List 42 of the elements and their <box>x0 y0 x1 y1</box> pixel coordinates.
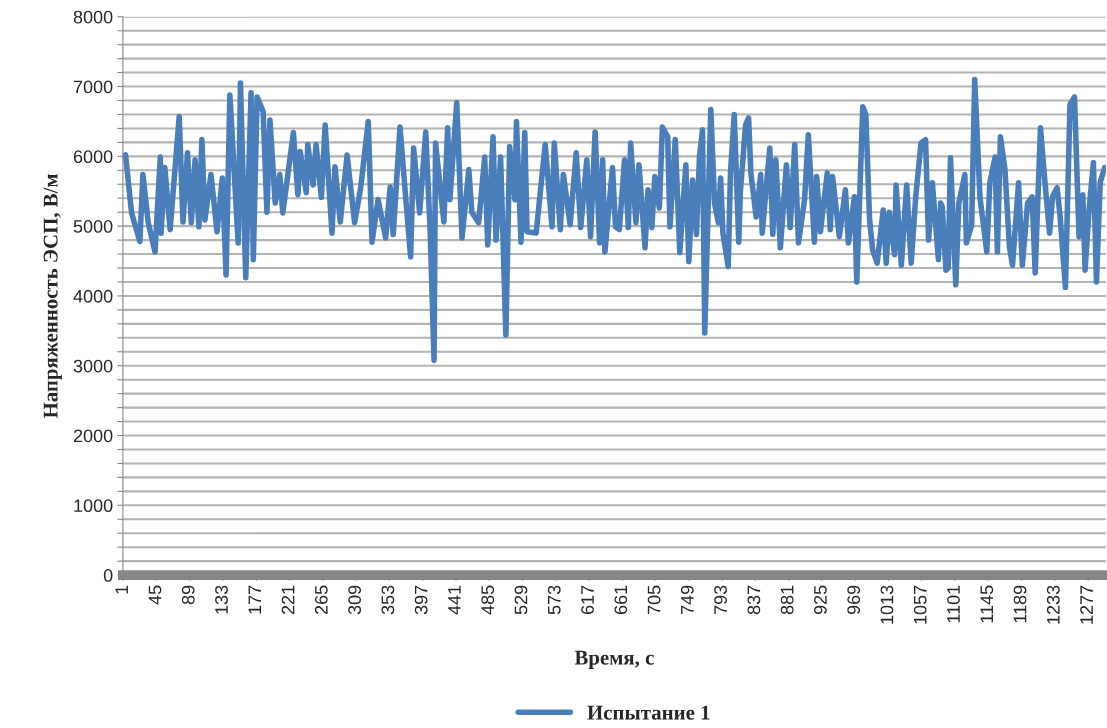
x-tick-label: 221 <box>281 585 295 615</box>
x-tick-label: 1145 <box>980 585 994 623</box>
y-tick-label: 5000 <box>73 220 113 233</box>
x-tick-label: 1189 <box>1013 585 1027 623</box>
x-tick-label: 1233 <box>1046 585 1060 624</box>
x-tick-label: 133 <box>215 585 228 614</box>
x-tick-label: 925 <box>814 585 827 615</box>
y-tick-label: 3000 <box>73 359 113 373</box>
x-tick-label: 485 <box>481 585 495 615</box>
y-tick-label: 8000 <box>73 10 113 24</box>
x-tick-label: 529 <box>514 585 528 615</box>
x-tick-label: 309 <box>348 585 361 615</box>
x-tick-label: 45 <box>148 585 162 605</box>
y-axis-title: Напряженность ЭСП, В/м <box>43 174 62 419</box>
x-tick-label: 969 <box>847 585 861 615</box>
y-tick-label: 6000 <box>73 150 113 164</box>
x-tick-label: 617 <box>581 585 594 615</box>
y-tick-label: 7000 <box>73 80 113 94</box>
y-tick-label: 0 <box>103 569 113 582</box>
x-tick-label: 1013 <box>880 585 894 624</box>
legend-label: Испытание 1 <box>587 705 710 720</box>
x-axis-title: Время, с <box>574 650 654 669</box>
x-tick-label: 1101 <box>947 585 960 623</box>
x-tick-label: 573 <box>547 585 561 615</box>
x-tick-label: 397 <box>414 585 428 615</box>
y-tick-label: 1000 <box>74 499 113 513</box>
x-tick-label: 1057 <box>913 585 927 624</box>
x-tick-label: 661 <box>614 585 628 615</box>
x-tick-label: 749 <box>680 585 694 615</box>
x-tick-label: 837 <box>747 585 761 615</box>
y-tick-label: 2000 <box>73 429 113 443</box>
x-tick-label: 265 <box>314 585 328 615</box>
x-tick-label: 793 <box>714 585 727 615</box>
x-tick-label: 177 <box>248 585 262 614</box>
x-tick-label: 1277 <box>1080 585 1093 624</box>
x-tick-label: 881 <box>780 585 794 615</box>
y-tick-label: 4000 <box>73 289 113 303</box>
x-tick-label: 1 <box>115 585 128 594</box>
x-tick-label: 441 <box>448 585 461 615</box>
x-tick-label: 89 <box>181 585 195 605</box>
x-tick-label: 705 <box>647 585 661 615</box>
x-tick-label: 353 <box>381 585 395 615</box>
